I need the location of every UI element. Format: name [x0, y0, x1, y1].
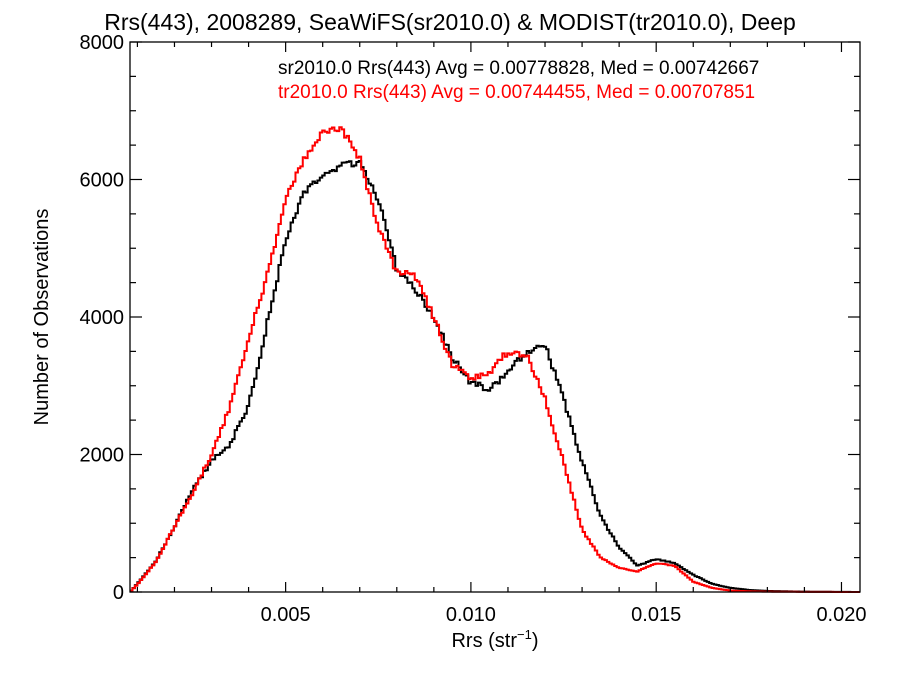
- x-axis-label-main: Rrs (str: [451, 630, 517, 652]
- y-tick-label: 8000: [80, 32, 125, 54]
- chart-title: Rrs(443), 2008289, SeaWiFS(sr2010.0) & M…: [104, 9, 796, 35]
- x-tick-label: 0.005: [261, 604, 311, 626]
- y-tick-label: 4000: [80, 307, 125, 329]
- series-sr2010-line: [130, 160, 860, 593]
- annotation-tr2010: tr2010.0 Rrs(443) Avg = 0.00744455, Med …: [278, 82, 755, 103]
- x-tick-label: 0.010: [446, 604, 496, 626]
- x-tick-label: 0.020: [816, 604, 866, 626]
- series-layer: [130, 126, 860, 593]
- x-axis: 0.005 0.010 0.015 0.020: [136, 42, 867, 626]
- series-tr2010-line: [130, 126, 860, 593]
- annotation-sr2010: sr2010.0 Rrs(443) Avg = 0.00778828, Med …: [278, 58, 759, 79]
- y-axis: 0 2000 4000 6000 8000: [80, 32, 860, 604]
- x-axis-label-superscript: −1: [517, 627, 532, 642]
- y-axis-label: Number of Observations: [31, 209, 53, 426]
- y-tick-label: 6000: [80, 170, 125, 192]
- y-tick-label: 0: [113, 582, 124, 604]
- x-axis-label-close: ): [532, 630, 539, 652]
- x-tick-label: 0.015: [631, 604, 681, 626]
- y-tick-label: 2000: [80, 445, 125, 467]
- x-axis-label: Rrs (str−1): [451, 627, 538, 652]
